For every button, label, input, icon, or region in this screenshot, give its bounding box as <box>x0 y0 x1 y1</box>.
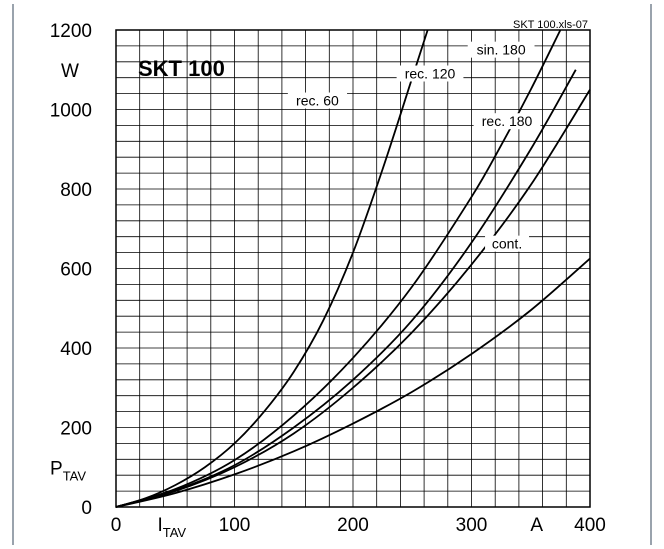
y-tick-label: 1000 <box>50 101 92 122</box>
y-tick-label: 1200 <box>50 21 92 42</box>
x-tick-label: 400 <box>574 515 606 536</box>
series-line-cont <box>115 257 591 508</box>
chart-frame <box>12 4 652 545</box>
series-line-sin-180 <box>115 69 577 508</box>
series-label-bg <box>485 235 530 252</box>
series-label-sin-180: sin. 180 <box>477 42 526 58</box>
x-tick-label: 300 <box>456 515 488 536</box>
file-tag: SKT 100.xls-07 <box>513 19 588 31</box>
x-axis-unit: A <box>530 515 543 536</box>
series-label-bg <box>467 41 535 58</box>
series-label-bg <box>473 113 541 130</box>
series-label-bg <box>287 92 348 109</box>
x-tick-label: 0 <box>111 515 122 536</box>
y-axis-label: PTAV <box>50 458 86 483</box>
series-label-bg <box>396 65 464 82</box>
x-tick-label: 200 <box>337 515 369 536</box>
x-tick-label: 100 <box>219 515 251 536</box>
series-line-rec-60 <box>115 29 429 508</box>
chart-title: SKT 100 <box>138 56 225 81</box>
y-tick-label: 0 <box>81 498 92 519</box>
y-tick-label: 200 <box>60 419 92 440</box>
series-label-rec-120: rec. 120 <box>405 66 456 82</box>
y-axis-unit: W <box>61 61 79 82</box>
y-tick-label: 400 <box>60 339 92 360</box>
y-tick-label: 800 <box>60 180 92 201</box>
plot-border <box>115 29 591 508</box>
series-label-rec-180: rec. 180 <box>482 113 533 129</box>
series-line-rec-180 <box>115 89 591 508</box>
series-label-cont: cont. <box>492 236 522 252</box>
series-label-rec-60: rec. 60 <box>296 93 339 109</box>
x-axis-label: ITAV <box>157 515 186 540</box>
y-tick-label: 600 <box>60 260 92 281</box>
